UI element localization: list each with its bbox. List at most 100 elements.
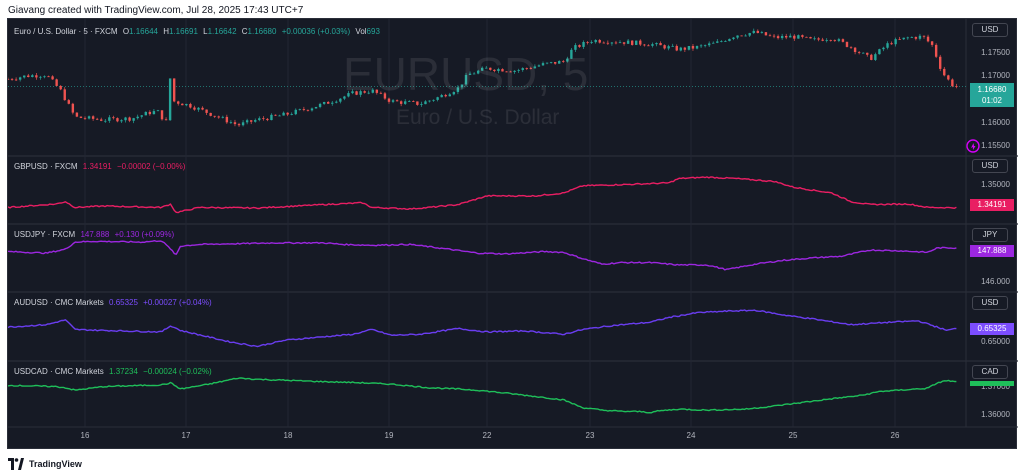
candle-body [193, 107, 196, 110]
candle-body [213, 115, 216, 117]
candle-body [209, 112, 212, 116]
candle-body [728, 38, 731, 42]
candle-body [63, 89, 66, 101]
candle-body [805, 36, 808, 38]
usdcad-symbol[interactable]: USDCAD · CMC Markets [14, 367, 104, 376]
main-pane-legend[interactable]: Euro / U.S. Dollar · 5 · FXCM O1.16644 H… [14, 27, 380, 36]
y-tick: 1.36000 [981, 410, 1010, 419]
candle-body [359, 91, 362, 95]
audusd-currency-badge[interactable]: USD [972, 296, 1008, 310]
candle-body [570, 49, 573, 59]
usdjpy-currency-badge[interactable]: JPY [972, 228, 1008, 242]
x-tick: 24 [686, 431, 696, 440]
candle-body [943, 68, 946, 76]
candle-body [610, 42, 614, 44]
candle-body [339, 98, 342, 102]
candle-body [83, 117, 87, 119]
candle-body [23, 75, 26, 78]
candle-body [586, 41, 589, 43]
candle-body [748, 33, 751, 36]
candle-body [371, 89, 374, 93]
candle-body [797, 35, 800, 39]
candle-body [286, 112, 289, 115]
candle-body [128, 117, 131, 121]
candle-body [314, 106, 318, 109]
candle-body [598, 40, 601, 43]
candle-body [79, 116, 83, 118]
audusd-legend[interactable]: AUDUSD · CMC Markets 0.65325 +0.00027 (+… [14, 298, 212, 307]
candle-body [440, 95, 443, 98]
candle-body [177, 101, 180, 104]
chart-caption: Giavang created with TradingView.com, Ju… [0, 0, 1024, 18]
y-tick: 1.17500 [981, 48, 1010, 57]
candle-body [391, 100, 395, 102]
candle-body [712, 42, 715, 44]
candle-body [152, 111, 156, 115]
candle-body [643, 44, 646, 46]
gbpusd-currency-badge[interactable]: USD [972, 159, 1008, 173]
candle-body [886, 43, 889, 48]
candle-body [108, 117, 111, 121]
gbpusd-symbol[interactable]: GBPUSD · FXCM [14, 162, 78, 171]
usdcad-currency-badge[interactable]: CAD [972, 365, 1008, 379]
candle-body [14, 79, 18, 81]
symbol-watermark-description: Euro / U.S. Dollar [396, 106, 560, 129]
usdjpy-last: 147.888 [80, 230, 110, 239]
candle-body [647, 45, 650, 47]
candle-body [136, 116, 139, 119]
candle-body [489, 67, 492, 70]
candle-body [801, 35, 804, 37]
gbpusd-legend[interactable]: GBPUSD · FXCM 1.34191 −0.00002 (−0.00%) [14, 162, 185, 171]
candle-body [663, 45, 666, 49]
chart-canvas[interactable] [8, 19, 1018, 450]
candle-body [614, 42, 618, 44]
candle-body [878, 49, 881, 55]
candle-body [493, 69, 496, 72]
candle-body [602, 42, 606, 44]
candle-body [574, 45, 577, 50]
candle-body [322, 102, 326, 104]
usdjpy-symbol[interactable]: USDJPY · FXCM [14, 230, 76, 239]
candle-body [558, 61, 561, 64]
candle-body [898, 39, 901, 40]
candle-body [776, 36, 780, 39]
audusd-last: 0.65325 [109, 298, 138, 307]
candle-body [882, 47, 885, 50]
main-currency-badge[interactable]: USD [972, 23, 1008, 37]
main-symbol-label[interactable]: Euro / U.S. Dollar · 5 · FXCM [14, 27, 118, 36]
candle-body [164, 119, 168, 121]
series-line-usdjpy [8, 240, 957, 271]
y-tick: 1.16000 [981, 118, 1010, 127]
candle-body [383, 93, 387, 99]
candle-body [460, 84, 464, 88]
audusd-symbol[interactable]: AUDUSD · CMC Markets [14, 298, 104, 307]
candle-body [318, 103, 322, 107]
candle-body [258, 118, 261, 121]
candle-body [789, 35, 792, 38]
candle-body [529, 68, 533, 70]
candle-body [172, 78, 176, 102]
candle-body [302, 109, 306, 110]
candle-body [724, 41, 727, 42]
candle-body [367, 92, 370, 94]
candle-body [951, 79, 954, 87]
x-tick: 25 [788, 431, 798, 440]
candle-body [254, 120, 257, 122]
candle-body [18, 77, 22, 80]
usdcad-legend[interactable]: USDCAD · CMC Markets 1.37234 −0.00024 (−… [14, 367, 212, 376]
candle-body [331, 102, 334, 104]
usdcad-last: 1.37234 [109, 367, 138, 376]
gbpusd-last: 1.34191 [82, 162, 112, 171]
chart-frame[interactable]: EURUSD, 5 Euro / U.S. Dollar Euro / U.S.… [7, 18, 1018, 450]
usdjpy-legend[interactable]: USDJPY · FXCM 147.888 +0.130 (+0.09%) [14, 230, 174, 239]
candle-body [266, 118, 269, 121]
candle-body [485, 67, 488, 69]
candle-body [537, 65, 541, 67]
candle-body [853, 47, 857, 52]
candle-body [894, 39, 897, 45]
tradingview-logo-icon[interactable] [966, 139, 980, 153]
candle-body [404, 101, 407, 104]
y-tick: 1.37000 [981, 382, 1010, 391]
candle-body [756, 30, 760, 34]
candle-body [355, 91, 358, 95]
